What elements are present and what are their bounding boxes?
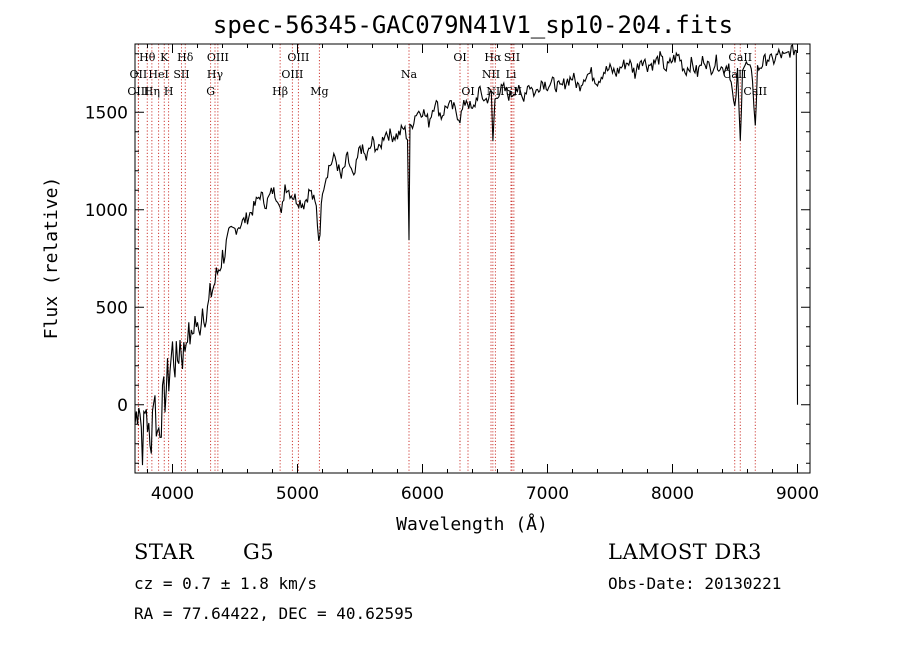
line-marker-label-5: Hη xyxy=(144,85,160,98)
line-marker-label-12: OIII xyxy=(287,51,309,64)
y-tick-label-1: 500 xyxy=(96,298,128,318)
line-marker-label-22: Li xyxy=(506,68,517,81)
x-tick-label-3: 7000 xyxy=(526,484,569,504)
line-marker-label-19: Hα xyxy=(484,51,502,64)
line-marker-label-1: OII xyxy=(130,68,148,81)
flux-series-line xyxy=(134,43,799,466)
observation-date: Obs-Date: 20130221 xyxy=(608,574,782,593)
line-marker-label-10: Hγ xyxy=(207,68,224,81)
y-axis-label: Flux (relative) xyxy=(41,177,62,340)
line-marker-label-18: OI xyxy=(461,85,474,98)
line-marker-label-15: Mg xyxy=(310,85,328,98)
line-marker-label-17: OI xyxy=(453,51,466,64)
line-marker-label-2: OIII xyxy=(127,85,149,98)
line-marker-label-25: CaII xyxy=(728,51,752,64)
x-tick-label-2: 6000 xyxy=(401,484,444,504)
line-marker-label-13: OIII xyxy=(281,68,303,81)
y-tick-label-3: 1500 xyxy=(85,103,128,123)
line-marker-label-11: G xyxy=(206,85,215,98)
line-marker-label-9: OIII xyxy=(207,51,229,64)
survey-name: LAMOST DR3 xyxy=(608,540,762,564)
line-marker-label-27: CaII xyxy=(743,85,767,98)
line-marker-label-21: NII xyxy=(482,68,500,81)
line-marker-label-4: HeI xyxy=(148,68,168,81)
x-tick-label-5: 9000 xyxy=(776,484,819,504)
spectral-line-markers: Hθ OII OIII K HeI Hη H SII Hδ OIII Hγ G OIII OIII Hβ Mg… xyxy=(127,44,767,473)
x-axis-ticks: 4000 5000 6000 7000 8000 9000 xyxy=(147,44,819,504)
object-subclass: G5 xyxy=(243,540,275,564)
x-axis-label: Wavelength (Å) xyxy=(396,513,548,535)
y-tick-label-2: 1000 xyxy=(85,201,128,221)
line-marker-label-14: Hβ xyxy=(272,85,288,98)
x-tick-label-0: 4000 xyxy=(151,484,194,504)
y-tick-label-0: 0 xyxy=(117,396,128,416)
line-marker-label-6: H xyxy=(164,85,174,98)
chart-title: spec-56345-GAC079N41V1_sp10-204.fits xyxy=(213,11,733,39)
object-class: STAR xyxy=(134,540,195,564)
line-marker-label-7: SII xyxy=(173,68,189,81)
x-tick-label-4: 8000 xyxy=(651,484,694,504)
plot-frame xyxy=(134,43,811,474)
line-marker-label-16: Na xyxy=(401,68,418,81)
x-tick-label-1: 5000 xyxy=(276,484,319,504)
redshift-cz: cz = 0.7 ± 1.8 km/s xyxy=(134,574,318,593)
coordinates: RA = 77.64422, DEC = 40.62595 xyxy=(134,604,414,623)
line-marker-label-3: K xyxy=(160,51,169,64)
line-marker-label-0: Hθ xyxy=(139,51,156,64)
line-marker-label-20: SII xyxy=(504,51,520,64)
line-marker-label-8: Hδ xyxy=(177,51,194,64)
y-axis-ticks: 0 500 1000 1500 xyxy=(85,53,810,464)
